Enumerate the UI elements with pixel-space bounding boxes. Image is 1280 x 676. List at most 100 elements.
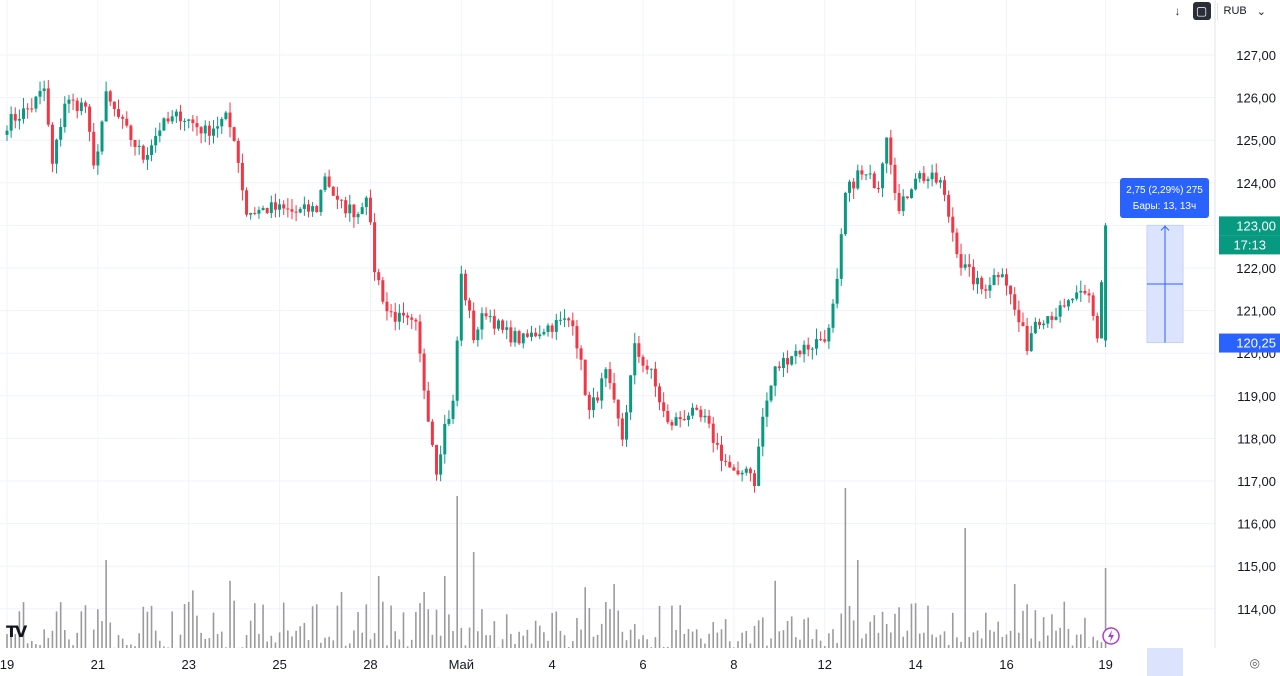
candle-body <box>249 213 253 215</box>
volume-bar <box>749 643 752 648</box>
candle-body <box>753 473 757 486</box>
candle-body <box>1079 290 1083 293</box>
volume-bar <box>249 620 252 648</box>
candle-body <box>806 344 810 350</box>
candle-body <box>178 111 182 122</box>
candle-body <box>298 208 302 213</box>
time-tick-label: 25 <box>272 657 286 672</box>
volume-bar <box>299 626 302 648</box>
volume-bar <box>68 639 70 648</box>
price-range-measure[interactable]: 2,75 (2,29%) 275 Бары: 13, 13ч <box>1120 178 1209 676</box>
volume-bar <box>332 640 335 648</box>
volume-bar <box>35 644 37 648</box>
candle-body <box>59 127 63 140</box>
volume-bar <box>472 552 475 648</box>
candle-body <box>823 339 827 342</box>
candle-body <box>389 311 393 313</box>
volume-bar <box>902 636 905 648</box>
volume-bar <box>456 496 458 648</box>
arrow-down-icon[interactable]: ↓ <box>1174 4 1181 18</box>
last-price-label <box>1219 216 1280 236</box>
candle-body <box>108 91 112 102</box>
volume-bar <box>757 620 760 648</box>
candle-body <box>67 99 71 104</box>
volume-bar <box>642 635 644 648</box>
volume-bar <box>324 637 326 648</box>
candle-body <box>492 316 496 329</box>
chevron-down-icon: ⌄ <box>1256 5 1266 18</box>
candle-body <box>377 272 381 281</box>
volume-bar <box>823 646 826 648</box>
volume-bar <box>596 634 599 648</box>
candle-body <box>228 112 232 128</box>
volume-bar <box>398 639 401 648</box>
candle-body <box>104 91 108 122</box>
time-tick-label: 12 <box>818 657 832 672</box>
price-tick-label: 121,00 <box>1236 304 1276 319</box>
candle-body <box>92 131 96 166</box>
volume-bar <box>336 605 339 648</box>
candle-body <box>344 200 348 214</box>
candle-body <box>848 181 852 193</box>
candle-body <box>26 108 30 110</box>
volume-bar <box>927 605 929 648</box>
volume-bar <box>485 635 487 648</box>
price-axis[interactable]: 127,00 126,00 125,00 124,00 123,00 122,00 121,… <box>1214 0 1276 648</box>
volume-bar <box>807 617 810 648</box>
currency-selector[interactable]: RUB ⌄ <box>1216 2 1272 20</box>
volume-bar <box>315 604 318 648</box>
volume-bar <box>179 634 182 648</box>
candle-body <box>608 369 612 384</box>
lightning-icon[interactable] <box>1102 627 1120 645</box>
volume-bar <box>1104 568 1107 648</box>
volume-bar <box>724 619 727 648</box>
candle-body <box>447 418 451 424</box>
volume-bar <box>361 632 363 648</box>
volume-bar <box>745 630 748 648</box>
candle-body <box>17 118 21 121</box>
candle-body <box>112 101 116 110</box>
candle-body <box>240 162 244 191</box>
candle-body <box>860 170 864 175</box>
time-axis[interactable]: 19 21 23 25 28 Май 4 6 8 12 14 16 19 <box>0 657 1113 672</box>
tradingview-logo[interactable]: TV <box>6 622 27 641</box>
candle-body <box>926 179 930 181</box>
candle-body <box>117 109 121 117</box>
volume-bar <box>918 633 921 648</box>
volume-bar <box>59 602 62 648</box>
volume-bar <box>877 632 880 648</box>
candle-body <box>459 273 463 341</box>
volume-bar <box>1009 630 1012 648</box>
volume-bar <box>1071 645 1074 648</box>
candle-body <box>484 313 488 317</box>
candle-body <box>765 400 769 417</box>
volume-bar <box>687 628 690 648</box>
volume-bar <box>278 632 281 648</box>
volume-bar <box>377 576 380 648</box>
volume-bar <box>667 646 669 648</box>
volume-bar <box>353 630 355 648</box>
candle-body <box>938 180 942 183</box>
candle-body <box>1095 315 1099 339</box>
candle-body <box>736 470 740 475</box>
volume-bar <box>1067 628 1070 648</box>
candle-body <box>971 266 975 285</box>
price-tick-label: 119,00 <box>1237 389 1276 404</box>
rounded-square-icon[interactable]: ▢ <box>1192 2 1211 20</box>
volume-bar <box>526 629 529 648</box>
volume-bar <box>435 609 438 648</box>
volume-bar <box>683 633 686 648</box>
candle-body <box>129 125 133 140</box>
volume-bar <box>980 638 983 648</box>
volume-bar <box>443 576 446 648</box>
volume-bar <box>572 641 574 648</box>
candle-body <box>393 312 397 322</box>
volume-bar <box>592 636 595 648</box>
gear-icon[interactable]: ◎ <box>1249 656 1260 670</box>
candle-body <box>719 444 723 461</box>
candle-body <box>414 319 418 322</box>
candle-body <box>410 317 414 320</box>
candle-body <box>220 119 224 127</box>
candle-body <box>1033 321 1037 334</box>
